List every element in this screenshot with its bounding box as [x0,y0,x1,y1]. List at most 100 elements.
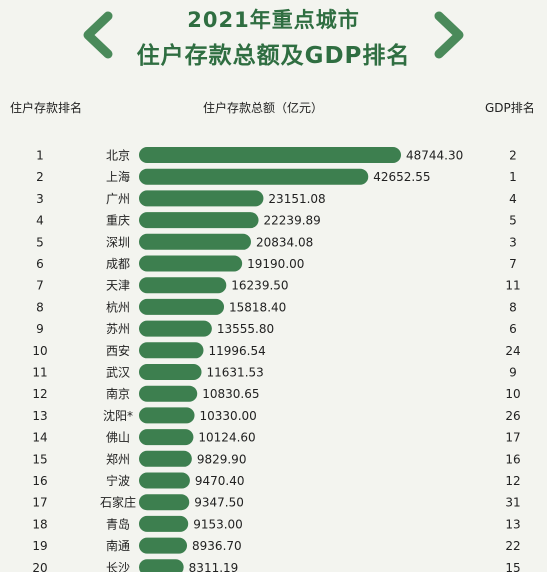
value-label: 22239.89 [264,214,321,228]
city-label: 佛山 [106,431,130,445]
value-label: 16239.50 [231,279,288,293]
gdp-rank-label: 11 [505,279,520,293]
deposit-rank-label: 10 [32,344,47,358]
deposit-rank-label: 4 [36,214,44,228]
city-label: 广州 [106,192,130,206]
bar [139,450,192,467]
gdp-rank-label: 22 [505,539,520,553]
city-label: 重庆 [106,214,130,228]
deposit-rank-label: 8 [36,300,44,314]
value-label: 11631.53 [207,366,264,380]
deposit-rank-label: 18 [32,517,47,531]
deposit-rank-label: 17 [32,496,47,510]
chart-title-line1: 2021年重点城市 [187,8,360,32]
deposit-rank-label: 2 [36,170,44,184]
deposit-rank-label: 1 [36,149,44,163]
bar [139,472,190,489]
gdp-rank-label: 24 [505,344,520,358]
gdp-rank-label: 12 [505,474,520,488]
bar [139,559,184,572]
city-label: 沈阳* [103,408,133,423]
bar [139,298,225,315]
bar [139,212,259,229]
value-label: 48744.30 [406,149,463,163]
deposit-rank-label: 5 [36,235,44,249]
bar [139,168,369,185]
value-label: 13555.80 [217,322,274,336]
deposit-rank-label: 16 [32,474,47,488]
value-label: 11996.54 [208,344,265,358]
value-label: 9829.90 [197,452,247,466]
deposit-rank-label: 11 [32,366,47,380]
gdp-rank-label: 10 [505,387,520,401]
deposit-rank-label: 9 [36,322,44,336]
city-label: 郑州 [106,451,130,466]
deposit-rank-label: 13 [32,409,47,423]
city-label: 深圳 [106,235,130,249]
value-label: 10330.00 [200,409,257,423]
gdp-rank-label: 13 [505,517,520,531]
bar [139,277,227,294]
city-label: 青岛 [106,516,130,531]
gdp-rank-label: 16 [505,452,520,466]
bar [139,255,243,272]
value-label: 19190.00 [247,257,304,271]
gdp-rank-label: 4 [509,192,517,206]
bar [139,190,264,207]
value-label: 9470.40 [195,474,245,488]
gdp-rank-label: 8 [509,300,517,314]
header-deposit-rank: 住户存款排名 [10,101,83,115]
deposit-rank-label: 3 [36,192,44,206]
gdp-rank-label: 31 [505,496,520,510]
gdp-rank-label: 15 [505,561,520,572]
chevron-right-icon [434,11,464,59]
gdp-rank-label: 6 [509,322,517,336]
bar [139,494,190,511]
deposit-rank-label: 15 [32,452,47,466]
bar [139,407,195,424]
gdp-rank-label: 9 [509,366,517,380]
gdp-rank-label: 2 [509,149,517,163]
deposit-rank-label: 20 [32,561,47,572]
deposit-rank-label: 19 [32,539,47,553]
value-label: 15818.40 [229,300,286,314]
title-block: 2021年重点城市 住户存款总额及GDP排名 [0,0,547,80]
city-label: 武汉 [106,366,130,380]
bar [139,320,212,337]
gdp-rank-label: 3 [509,235,517,249]
deposit-rank-label: 14 [32,431,47,445]
city-label: 南通 [106,538,130,553]
value-label: 23151.08 [268,192,325,206]
city-label: 西安 [106,343,130,358]
bar [139,364,202,380]
city-label: 长沙 [106,561,130,572]
gdp-rank-label: 26 [505,409,520,423]
city-label: 北京 [106,149,130,163]
city-label: 苏州 [106,322,130,336]
city-label: 石家庄 [100,495,136,510]
value-label: 9153.00 [193,517,243,531]
gdp-rank-label: 1 [509,170,517,184]
value-label: 8311.19 [189,561,239,572]
deposit-rank-label: 7 [36,279,44,293]
gdp-rank-label: 5 [509,214,517,228]
city-label: 上海 [106,169,130,184]
header-gdp-rank: GDP排名 [485,101,535,115]
value-label: 8936.70 [192,539,242,553]
deposit-rank-label: 6 [36,257,44,271]
gdp-rank-label: 17 [505,431,520,445]
bar [139,537,188,554]
bar [139,429,194,446]
value-label: 9347.50 [194,496,244,510]
value-label: 20834.08 [256,235,313,249]
deposit-rank-label: 12 [32,387,47,401]
city-label: 杭州 [106,299,130,314]
city-label: 宁波 [106,473,130,488]
city-label: 南京 [106,386,130,401]
gdp-rank-label: 7 [509,257,517,271]
bar [139,233,251,250]
city-label: 天津 [106,279,130,293]
bar [139,147,401,163]
chevron-left-icon [83,11,113,59]
